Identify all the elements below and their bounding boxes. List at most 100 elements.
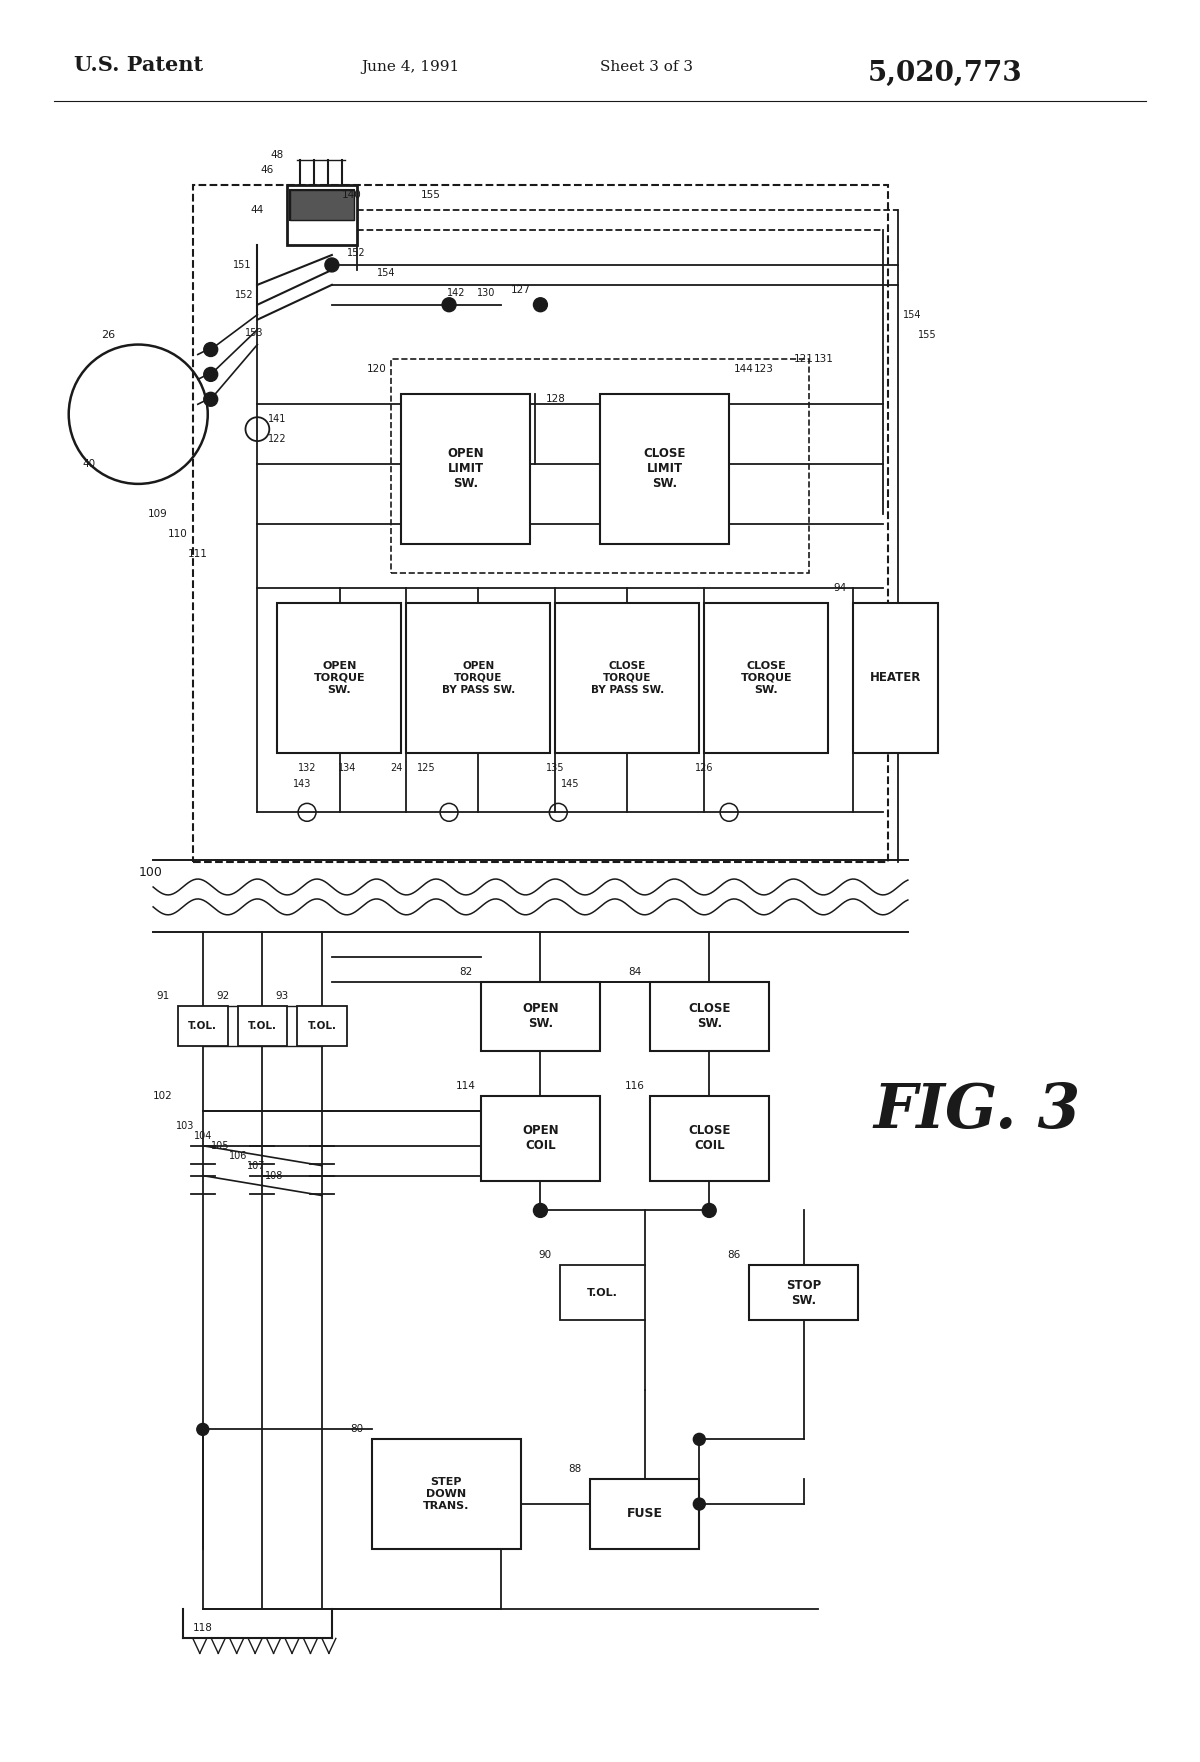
Text: OPEN
LIMIT
SW.: OPEN LIMIT SW. (448, 448, 485, 490)
FancyBboxPatch shape (238, 1006, 287, 1047)
Circle shape (204, 368, 217, 381)
Text: 131: 131 (814, 354, 833, 365)
Text: U.S. Patent: U.S. Patent (73, 55, 203, 74)
FancyBboxPatch shape (372, 1440, 521, 1549)
FancyBboxPatch shape (391, 359, 809, 573)
Text: 5,020,773: 5,020,773 (868, 60, 1022, 86)
Text: 121: 121 (793, 354, 814, 365)
FancyBboxPatch shape (290, 190, 354, 220)
Text: OPEN
TORQUE
BY PASS SW.: OPEN TORQUE BY PASS SW. (442, 661, 515, 694)
Text: 145: 145 (560, 779, 580, 789)
Text: 100: 100 (138, 865, 162, 879)
Text: 109: 109 (149, 509, 168, 518)
FancyBboxPatch shape (481, 1096, 600, 1181)
Text: 125: 125 (416, 763, 436, 772)
Text: OPEN
SW.: OPEN SW. (522, 1003, 559, 1031)
Text: HEATER: HEATER (870, 671, 922, 684)
Text: 92: 92 (216, 992, 229, 1001)
Text: 132: 132 (298, 763, 317, 772)
Text: 90: 90 (539, 1251, 552, 1260)
Text: 40: 40 (82, 458, 95, 469)
Text: 155: 155 (918, 329, 936, 340)
Text: CLOSE
COIL: CLOSE COIL (688, 1124, 731, 1152)
Text: 116: 116 (625, 1082, 644, 1091)
Text: 128: 128 (545, 395, 565, 403)
Text: 122: 122 (268, 433, 287, 444)
Text: 46: 46 (260, 166, 274, 176)
Text: 120: 120 (367, 365, 386, 375)
FancyBboxPatch shape (649, 981, 769, 1052)
Text: FIG. 3: FIG. 3 (874, 1080, 1081, 1142)
Text: OPEN
COIL: OPEN COIL (522, 1124, 559, 1152)
Text: 94: 94 (834, 583, 847, 594)
Text: 152: 152 (347, 248, 366, 257)
Text: CLOSE
TORQUE
BY PASS SW.: CLOSE TORQUE BY PASS SW. (590, 661, 664, 694)
Text: 127: 127 (511, 285, 530, 294)
FancyBboxPatch shape (407, 603, 551, 752)
Text: 123: 123 (754, 365, 774, 375)
Text: 110: 110 (168, 529, 188, 539)
Circle shape (694, 1433, 706, 1445)
Text: 48: 48 (271, 150, 284, 160)
FancyBboxPatch shape (600, 395, 730, 544)
FancyBboxPatch shape (649, 1096, 769, 1181)
Text: T.OL.: T.OL. (248, 1022, 277, 1031)
FancyBboxPatch shape (481, 981, 600, 1052)
Text: 104: 104 (193, 1131, 212, 1140)
Text: OPEN
TORQUE
SW.: OPEN TORQUE SW. (313, 661, 365, 694)
FancyBboxPatch shape (298, 1006, 347, 1047)
Text: 155: 155 (421, 190, 442, 201)
Text: 103: 103 (175, 1121, 194, 1131)
Text: 140: 140 (342, 190, 361, 201)
Text: 84: 84 (628, 967, 641, 976)
Text: 135: 135 (546, 763, 564, 772)
Text: 152: 152 (235, 289, 253, 300)
Text: 44: 44 (251, 204, 264, 215)
Text: T.OL.: T.OL. (307, 1022, 336, 1031)
FancyBboxPatch shape (401, 395, 530, 544)
Text: 82: 82 (460, 967, 473, 976)
Text: 142: 142 (446, 287, 466, 298)
Text: 154: 154 (902, 310, 922, 319)
Text: 141: 141 (268, 414, 287, 425)
Circle shape (197, 1424, 209, 1436)
FancyBboxPatch shape (704, 603, 828, 752)
FancyBboxPatch shape (277, 603, 401, 752)
Text: 153: 153 (245, 328, 264, 338)
FancyBboxPatch shape (290, 190, 354, 220)
Text: 91: 91 (156, 992, 169, 1001)
Circle shape (534, 298, 547, 312)
Circle shape (694, 1498, 706, 1510)
FancyBboxPatch shape (853, 603, 937, 752)
FancyBboxPatch shape (287, 185, 356, 245)
Text: 143: 143 (293, 779, 311, 789)
Circle shape (442, 298, 456, 312)
Text: 80: 80 (350, 1424, 364, 1434)
FancyBboxPatch shape (560, 1265, 644, 1320)
Text: 24: 24 (390, 763, 403, 772)
Text: CLOSE
SW.: CLOSE SW. (688, 1003, 731, 1031)
Text: 126: 126 (695, 763, 714, 772)
FancyBboxPatch shape (590, 1478, 700, 1549)
Text: Sheet 3 of 3: Sheet 3 of 3 (600, 60, 692, 74)
Text: CLOSE
LIMIT
SW.: CLOSE LIMIT SW. (643, 448, 685, 490)
Text: 86: 86 (727, 1251, 740, 1260)
Text: 106: 106 (229, 1151, 247, 1161)
Text: 130: 130 (476, 287, 494, 298)
Text: 26: 26 (101, 329, 115, 340)
Text: FUSE: FUSE (626, 1508, 662, 1521)
FancyBboxPatch shape (193, 185, 888, 862)
Text: 118: 118 (193, 1623, 212, 1633)
Text: 151: 151 (233, 261, 252, 270)
Text: 144: 144 (734, 365, 754, 375)
Text: 88: 88 (569, 1464, 582, 1475)
Text: 134: 134 (337, 763, 356, 772)
Text: CLOSE
TORQUE
SW.: CLOSE TORQUE SW. (740, 661, 792, 694)
Text: 111: 111 (188, 548, 208, 559)
Text: 107: 107 (247, 1161, 265, 1170)
Text: 102: 102 (154, 1091, 173, 1101)
Text: June 4, 1991: June 4, 1991 (361, 60, 460, 74)
Circle shape (204, 342, 217, 356)
Text: T.OL.: T.OL. (587, 1288, 618, 1297)
Text: 114: 114 (456, 1082, 476, 1091)
